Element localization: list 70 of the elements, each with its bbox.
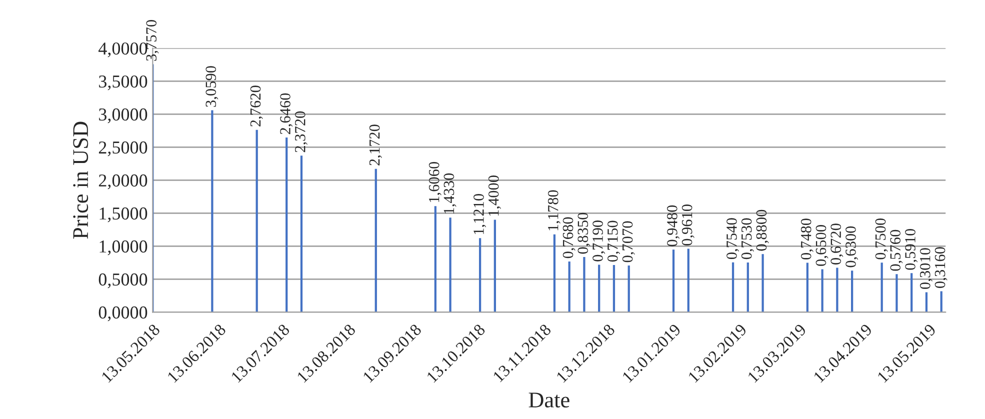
y-tick-label: 1,0000 bbox=[100, 240, 148, 256]
y-axis-title: Price in USD bbox=[73, 122, 88, 239]
y-tick-label: 4,0000 bbox=[98, 42, 148, 58]
bar bbox=[583, 257, 586, 312]
bar bbox=[449, 218, 452, 312]
data-label: 0,5910 bbox=[905, 228, 918, 270]
y-tick-label: 2,5000 bbox=[98, 141, 148, 156]
bar bbox=[434, 206, 436, 312]
bar bbox=[687, 248, 690, 312]
data-label: 0,5760 bbox=[890, 230, 903, 271]
data-label: 0,6500 bbox=[816, 225, 828, 266]
bar bbox=[851, 270, 854, 312]
data-label: 0,6720 bbox=[830, 224, 844, 264]
bar bbox=[612, 264, 616, 312]
data-label: 0,7480 bbox=[800, 218, 814, 260]
data-label: 0,6300 bbox=[846, 226, 858, 268]
bar bbox=[880, 262, 883, 312]
y-tick-label: 2,0000 bbox=[98, 174, 148, 190]
bar bbox=[374, 168, 377, 312]
bar bbox=[300, 156, 303, 312]
data-label: 0,7530 bbox=[741, 218, 754, 260]
data-label: 0,8800 bbox=[756, 210, 769, 251]
data-label: 3,7570 bbox=[146, 20, 159, 61]
bar bbox=[672, 250, 675, 312]
bar bbox=[806, 262, 808, 312]
bar bbox=[940, 291, 942, 312]
bar bbox=[762, 254, 764, 312]
bar bbox=[598, 264, 600, 312]
bar bbox=[568, 261, 570, 312]
data-label: 2,1720 bbox=[369, 124, 382, 166]
data-label: 2,6460 bbox=[280, 93, 293, 134]
data-label: 0,7540 bbox=[726, 218, 740, 260]
bar bbox=[553, 234, 556, 312]
y-tick-label: 3,5000 bbox=[99, 75, 148, 90]
bar bbox=[821, 269, 824, 312]
y-tick-label: 0,0000 bbox=[98, 306, 148, 322]
bar bbox=[211, 110, 214, 312]
data-label: 3,0590 bbox=[206, 66, 218, 107]
data-label: 0,8350 bbox=[578, 212, 590, 254]
bar bbox=[925, 292, 928, 312]
data-label: 0,3160 bbox=[934, 247, 948, 288]
data-label: 0,7190 bbox=[592, 220, 606, 262]
bar bbox=[910, 273, 913, 312]
y-tick-label: 3,0000 bbox=[99, 108, 148, 124]
data-label: 2,7620 bbox=[250, 86, 263, 126]
bar bbox=[478, 238, 482, 312]
bar bbox=[256, 130, 258, 312]
y-tick-label: 0,5000 bbox=[98, 273, 148, 288]
data-label: 1,4000 bbox=[488, 176, 501, 216]
bar bbox=[628, 266, 630, 312]
data-label: 0,7680 bbox=[562, 217, 576, 258]
data-label: 1,1780 bbox=[548, 190, 560, 230]
bar bbox=[494, 220, 496, 312]
data-label: 1,6060 bbox=[428, 162, 442, 202]
data-label: 0,9480 bbox=[667, 205, 680, 246]
data-label: 2,3720 bbox=[294, 111, 308, 152]
bar bbox=[896, 274, 898, 312]
x-axis-title: Date bbox=[528, 392, 570, 408]
y-tick-label: 1,5000 bbox=[100, 207, 148, 222]
data-label: 0,9610 bbox=[682, 204, 694, 246]
bar bbox=[746, 262, 749, 312]
bar bbox=[286, 138, 288, 312]
data-label: 0,7070 bbox=[622, 221, 635, 262]
data-label: 0,7500 bbox=[875, 218, 888, 260]
data-label: 1,4330 bbox=[444, 173, 456, 214]
data-label: 1,1210 bbox=[474, 194, 486, 234]
data-label: 0,7150 bbox=[607, 220, 620, 262]
data-label: 0,3010 bbox=[920, 248, 932, 289]
bar bbox=[732, 262, 734, 312]
bar bbox=[836, 268, 838, 312]
